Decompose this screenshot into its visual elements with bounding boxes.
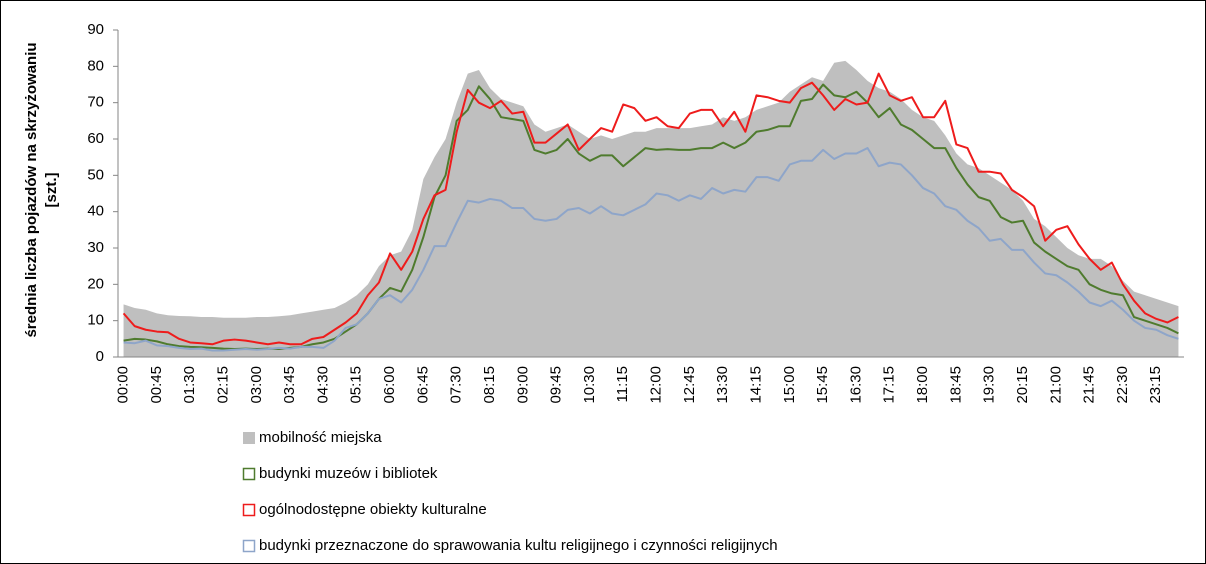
x-tick-label: 00:00 (115, 366, 132, 404)
y-tick-label: 70 (87, 94, 104, 111)
x-tick-label: 16:30 (847, 366, 864, 404)
legend-swatch (242, 503, 256, 517)
x-tick-label: 23:15 (1147, 366, 1164, 404)
x-tick-label: 17:15 (881, 366, 898, 404)
legend-item: budynki przeznaczone do sprawowania kult… (242, 537, 778, 554)
legend-label: budynki przeznaczone do sprawowania kult… (259, 537, 778, 554)
x-tick-label: 15:45 (814, 366, 831, 404)
y-tick-label: 0 (96, 348, 104, 365)
x-tick-label: 09:00 (514, 366, 531, 404)
legend-label: mobilność miejska (259, 429, 382, 446)
legend-swatch (242, 539, 256, 553)
y-tick-label: 60 (87, 130, 104, 147)
x-tick-label: 03:45 (281, 366, 298, 404)
y-tick-label: 40 (87, 203, 104, 220)
legend-item: mobilność miejska (243, 429, 382, 446)
x-tick-label: 01:30 (181, 366, 198, 404)
y-tick-label: 10 (87, 312, 104, 329)
x-tick-label: 19:30 (981, 366, 998, 404)
x-tick-label: 22:30 (1114, 366, 1131, 404)
line (123, 147, 1179, 352)
legend-item: budynki muzeów i bibliotek (242, 465, 438, 482)
x-tick-label: 14:15 (747, 366, 764, 404)
legend-item: ogólnodostępne obiekty kulturalne (242, 501, 487, 518)
x-tick-label: 08:15 (481, 366, 498, 404)
x-tick-label: 12:45 (681, 366, 698, 404)
x-tick-label: 11:15 (614, 366, 631, 402)
line (122, 72, 1179, 346)
x-tick-label: 09:45 (548, 366, 565, 404)
x-tick-label: 05:15 (348, 366, 365, 404)
x-tick-label: 10:30 (581, 366, 598, 404)
y-tick-label: 30 (87, 239, 104, 256)
y-tick-label: 20 (87, 275, 104, 292)
x-tick-label: 04:30 (314, 366, 331, 404)
y-tick-label: 80 (87, 57, 104, 74)
plot-area (122, 60, 1179, 358)
area (123, 60, 1179, 358)
x-tick-label: 15:00 (781, 366, 798, 404)
y-axis-title-line: [szt.] (43, 173, 60, 208)
legend-label: budynki muzeów i bibliotek (259, 465, 438, 482)
x-tick-label: 00:45 (148, 366, 165, 404)
x-tick-label: 03:00 (248, 366, 265, 404)
y-tick-label: 50 (87, 166, 104, 183)
y-axis-title-line: średnia liczba pojazdów na skrzyżowaniu (23, 42, 40, 337)
x-tick-label: 18:45 (947, 366, 964, 404)
x-tick-label: 21:45 (1081, 366, 1098, 404)
legend-swatch (243, 432, 255, 444)
x-tick-label: 07:30 (448, 366, 465, 404)
y-tick-label: 90 (87, 21, 104, 38)
x-tick-label: 12:00 (648, 366, 665, 404)
x-tick-label: 13:30 (714, 366, 731, 404)
legend-label: ogólnodostępne obiekty kulturalne (259, 501, 487, 518)
x-tick-label: 06:00 (381, 366, 398, 404)
x-tick-label: 21:00 (1047, 366, 1064, 404)
x-tick-label: 18:00 (914, 366, 931, 404)
y-axis-title: średnia liczba pojazdów na skrzyżowaniu … (23, 42, 60, 337)
x-tick-label: 20:15 (1014, 366, 1031, 404)
x-tick-label: 06:45 (414, 366, 431, 404)
x-tick-label: 02:15 (214, 366, 231, 404)
legend-swatch (242, 467, 256, 481)
